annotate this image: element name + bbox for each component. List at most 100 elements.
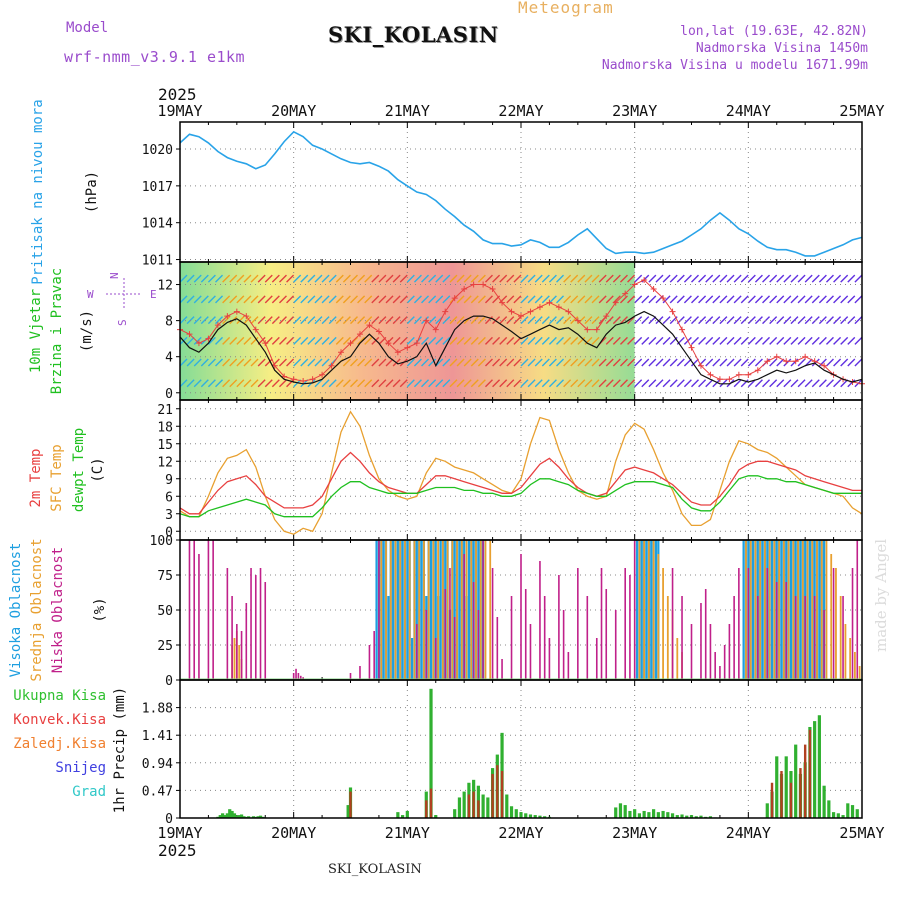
low-cloud-bar: [501, 659, 503, 680]
wind-barb: [818, 336, 827, 345]
wind-barb: [207, 358, 216, 367]
wind-gust-marker: [555, 304, 562, 311]
wind-barb: [520, 274, 529, 283]
wind-gust-marker: [451, 295, 458, 302]
wind-barb: [271, 336, 280, 345]
wind-barb: [342, 336, 351, 345]
wind-barb: [385, 295, 394, 304]
wind-barb: [705, 379, 714, 388]
wind-barb: [598, 358, 607, 367]
wind-barb: [648, 336, 657, 345]
wind-barb: [563, 295, 572, 304]
wind-barb: [470, 358, 479, 367]
wind-barb: [463, 274, 472, 283]
wind-barb: [449, 358, 458, 367]
wind-barb: [534, 336, 543, 345]
total-precip-bar: [623, 805, 627, 818]
wind-barb: [499, 379, 508, 388]
wind-barb: [470, 274, 479, 283]
wind-barb: [712, 358, 721, 367]
wind-barb: [222, 316, 231, 325]
wind-barb: [762, 336, 771, 345]
wind-barb: [236, 336, 245, 345]
wind-barb: [278, 379, 287, 388]
wind-gust-marker: [584, 326, 591, 333]
wind-barb: [243, 358, 252, 367]
wind-barb: [385, 316, 394, 325]
wind-barb: [364, 358, 373, 367]
model-name: wrf-nmm_v3.9.1 e1km: [64, 48, 246, 66]
y-tick-label: 1.41: [142, 729, 173, 744]
total-precip-bar: [822, 785, 826, 818]
dewpt-axis-title: dewpt Temp: [71, 428, 87, 512]
y-tick-label: 1020: [142, 143, 173, 158]
wind-barb: [556, 358, 565, 367]
y-tick-label: 0: [165, 525, 173, 540]
total-precip-bar: [775, 756, 779, 818]
low-cloud-bar: [629, 575, 631, 680]
low-cloud-bar: [714, 652, 716, 680]
mid-cloud-bar: [839, 596, 842, 680]
wind-gust-marker: [650, 286, 657, 293]
wind-barb: [492, 358, 501, 367]
wind-barb: [484, 316, 493, 325]
wind-barb: [392, 379, 401, 388]
wind-barb: [563, 358, 572, 367]
wind-barb: [250, 274, 259, 283]
wind-barb: [833, 274, 842, 283]
y-tick-label: 1017: [142, 180, 173, 195]
total-precip-bar: [396, 812, 400, 818]
wind-barb: [541, 295, 550, 304]
low-cloud-bar: [747, 568, 750, 680]
wind-barb: [612, 316, 621, 325]
wind-barb: [264, 358, 273, 367]
wind-barb: [598, 379, 607, 388]
wind-barb: [641, 358, 650, 367]
low-cloud-bar: [472, 582, 475, 680]
wind-gust-marker: [423, 317, 430, 324]
precip-legend-item: Ukupna Kisa: [13, 688, 106, 704]
wind-barb: [499, 358, 508, 367]
wind-barb: [605, 316, 614, 325]
wind-barb: [428, 358, 437, 367]
mid-cloud-bar: [380, 540, 383, 680]
mid-cloud-bar: [238, 645, 241, 680]
wind-barb: [357, 274, 366, 283]
wind-barb: [399, 316, 408, 325]
wind-barb: [655, 379, 664, 388]
wind-barb: [250, 295, 259, 304]
wind-barb: [669, 358, 678, 367]
high-cloud-bar: [406, 540, 409, 680]
convective-precip-bar: [500, 771, 504, 818]
wind-barb: [556, 379, 565, 388]
wind-barb: [534, 379, 543, 388]
wind-barb: [719, 274, 728, 283]
wind-barb: [364, 316, 373, 325]
wind-barb: [740, 316, 749, 325]
wind-barb: [236, 358, 245, 367]
wind-barb: [342, 379, 351, 388]
wind-barb: [754, 336, 763, 345]
wind-barb: [421, 274, 430, 283]
wind-barb: [449, 316, 458, 325]
y-tick-label: 4: [165, 351, 173, 366]
compass-north: N: [108, 272, 121, 279]
wind-barb: [378, 274, 387, 283]
wind-barb: [612, 379, 621, 388]
low-cloud-bar: [292, 673, 295, 680]
wind-barb: [719, 336, 728, 345]
wind-gust-marker: [233, 308, 240, 315]
mid-cloud-bar: [446, 540, 449, 680]
wind-barb: [783, 379, 792, 388]
wind-barb: [513, 316, 522, 325]
y-tick-label: 6: [165, 490, 173, 505]
wind-barb: [321, 336, 330, 345]
wind-gust-marker: [214, 322, 221, 329]
wind-barb: [556, 295, 565, 304]
wind-barb: [484, 336, 493, 345]
wind-barb: [271, 274, 280, 283]
x-tick-label-bottom: 25MAY: [839, 824, 884, 842]
wind-barb: [200, 295, 209, 304]
wind-barb: [520, 379, 529, 388]
wind-barb: [605, 379, 614, 388]
